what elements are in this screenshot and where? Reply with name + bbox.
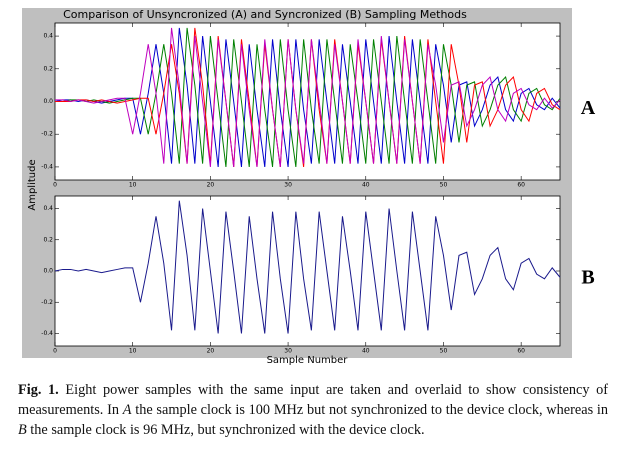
plot-area <box>54 195 561 347</box>
x-tick-label: 30 <box>284 348 292 355</box>
caption-text: A <box>122 402 132 418</box>
y-tick-label: 0.4 <box>43 205 53 212</box>
x-tick-label: 30 <box>284 182 292 189</box>
x-tick-label: 40 <box>362 348 370 355</box>
y-tick-label: -0.4 <box>41 330 53 337</box>
x-tick-label: 40 <box>362 182 370 189</box>
x-axis-label: Sample Number <box>267 355 349 366</box>
x-tick-label: 20 <box>207 348 215 355</box>
caption-text: the sample clock is 100 MHz but not sync… <box>131 402 608 418</box>
panel-label: A <box>581 97 596 119</box>
caption-text: B <box>18 422 27 438</box>
y-tick-label: 0.2 <box>43 236 53 243</box>
figure: Comparison of Unsyncronized (A) and Sync… <box>22 8 596 366</box>
figure-title: Comparison of Unsyncronized (A) and Sync… <box>63 8 467 21</box>
y-tick-label: -0.4 <box>41 163 53 170</box>
x-tick-label: 0 <box>53 348 57 355</box>
x-tick-label: 0 <box>53 182 57 189</box>
series-line <box>54 27 561 167</box>
y-tick-label: -0.2 <box>41 131 53 138</box>
y-tick-label: 0.0 <box>43 98 53 105</box>
x-tick-label: 10 <box>129 182 137 189</box>
x-tick-label: 20 <box>207 182 215 189</box>
series-line <box>55 27 561 167</box>
series-line <box>54 200 561 334</box>
y-axis-label: Amplitude <box>27 159 38 210</box>
caption-text: Eight power samples with the same input … <box>18 382 609 418</box>
y-tick-label: 0.4 <box>43 33 53 40</box>
caption-label: Fig. 1. <box>18 382 59 398</box>
caption-text: the sample clock is 96 MHz, but synchron… <box>26 422 425 438</box>
x-tick-label: 60 <box>517 182 525 189</box>
y-tick-label: -0.2 <box>41 299 53 306</box>
y-tick-label: 0.2 <box>43 65 53 72</box>
x-tick-label: 10 <box>129 348 137 355</box>
x-tick-label: 60 <box>517 348 525 355</box>
x-tick-label: 50 <box>440 182 448 189</box>
caption: Fig. 1. Eight power samples with the sam… <box>18 380 608 440</box>
panel-label: B <box>581 267 594 289</box>
x-tick-label: 50 <box>440 348 448 355</box>
y-tick-label: 0.0 <box>43 268 53 275</box>
